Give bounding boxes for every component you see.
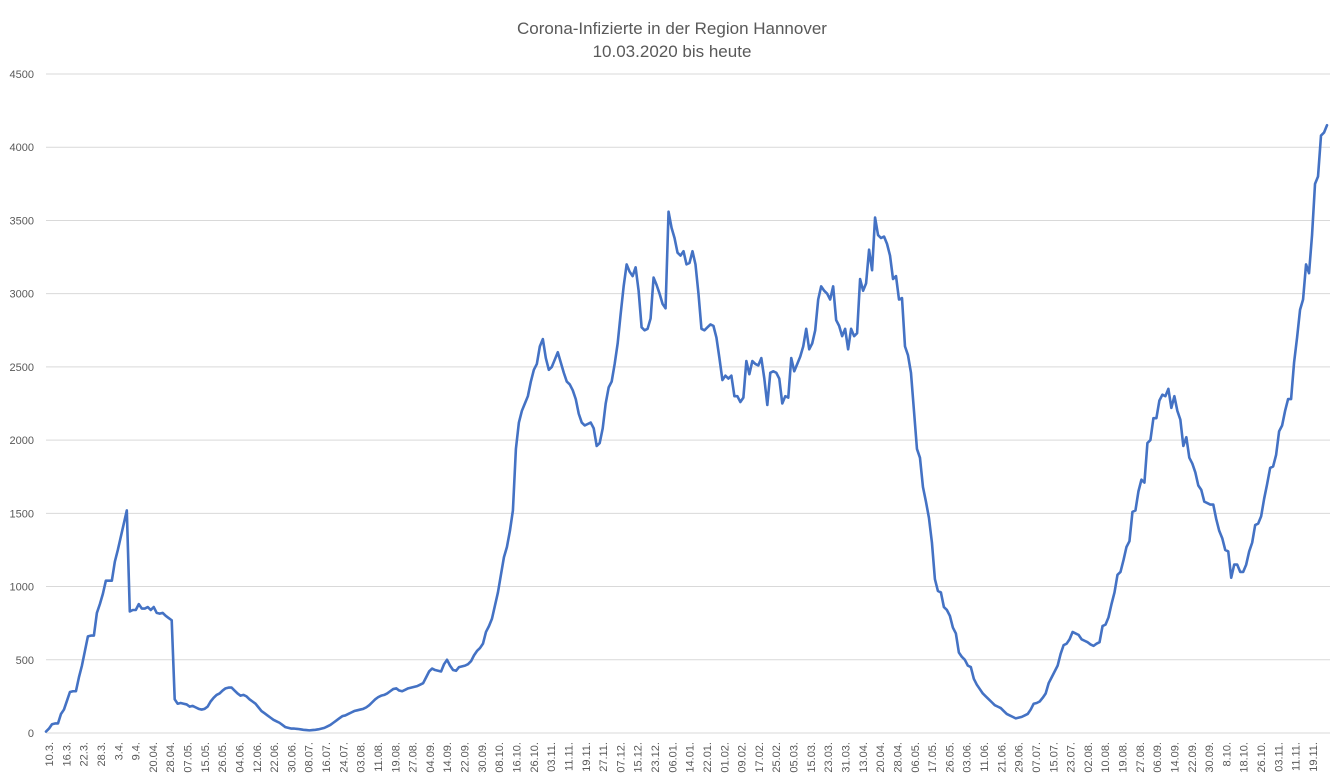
x-tick-label: 03.06.	[962, 742, 974, 773]
x-tick-label: 02.08.	[1083, 742, 1095, 773]
x-tick-label: 20.04.	[148, 742, 160, 773]
x-tick-label: 27.08.	[408, 742, 420, 773]
x-tick-label: 26.05.	[217, 742, 229, 773]
x-tick-label: 23.03.	[823, 742, 835, 773]
x-tick-label: 09.02.	[737, 742, 749, 773]
y-axis-ticks: 0 500 1000 1500 2000 2500 3000 3500 4000 4500	[10, 69, 34, 740]
x-tick-label: 15.03.	[806, 742, 818, 773]
x-tick-label: 28.3.	[96, 742, 108, 766]
x-tick-label: 27.11.	[598, 742, 610, 772]
x-tick-label: 17.05.	[927, 742, 939, 773]
y-tick-label: 500	[16, 655, 34, 667]
chart-title: Corona-Infizierte in der Region Hannover	[517, 19, 827, 38]
y-tick-label: 1500	[10, 508, 34, 520]
x-tick-label: 19.11.	[581, 742, 593, 772]
x-tick-label: 14.09.	[1169, 742, 1181, 773]
x-tick-label: 16.07.	[321, 742, 333, 773]
x-tick-label: 3.4.	[113, 742, 125, 760]
x-tick-label: 15.12.	[633, 742, 645, 773]
x-tick-label: 22.09.	[1187, 742, 1199, 773]
x-tick-label: 30.06.	[286, 742, 298, 773]
x-tick-label: 03.08.	[356, 742, 368, 773]
y-tick-label: 0	[28, 728, 34, 740]
x-tick-label: 11.06.	[979, 742, 991, 772]
y-tick-label: 4500	[10, 69, 34, 81]
series-layer	[44, 123, 1329, 733]
x-tick-label: 15.05.	[200, 742, 212, 773]
x-tick-label: 30.09.	[1204, 742, 1216, 773]
x-tick-label: 14.09.	[442, 742, 454, 773]
x-tick-label: 11.11.	[563, 742, 575, 771]
x-tick-label: 22.01.	[702, 742, 714, 773]
x-tick-label: 30.09.	[477, 742, 489, 773]
x-tick-label: 8.10.	[1221, 742, 1233, 766]
x-tick-label: 22.06.	[269, 742, 281, 773]
x-tick-label: 12.06.	[252, 742, 264, 773]
x-tick-label: 19.08.	[390, 742, 402, 773]
x-tick-label: 07.05.	[183, 742, 195, 773]
x-tick-label: 22.09.	[460, 742, 472, 773]
x-tick-label: 15.07.	[1048, 742, 1060, 773]
x-tick-label: 03.11.	[1273, 742, 1285, 772]
x-tick-label: 05.03.	[789, 742, 801, 773]
x-tick-label: 16.10.	[512, 742, 524, 773]
x-tick-label: 23.07.	[1066, 742, 1078, 773]
x-tick-label: 19.11.	[1308, 742, 1320, 772]
x-tick-label: 25.02.	[771, 742, 783, 773]
x-tick-label: 11.11.	[1291, 742, 1303, 771]
x-axis-ticks: 10.3. 16.3. 22.3. 28.3. 3.4. 9.4. 20.04. 28.04.…	[44, 742, 1320, 773]
x-tick-label: 08.07.	[304, 742, 316, 773]
x-tick-label: 11.08.	[373, 742, 385, 772]
x-tick-label: 18.10.	[1239, 742, 1251, 773]
x-tick-label: 03.11.	[546, 742, 558, 772]
x-tick-label: 06.05.	[910, 742, 922, 773]
x-tick-label: 10.08.	[1100, 742, 1112, 773]
grid-lines	[46, 73, 1330, 734]
x-tick-label: 06.01.	[667, 742, 679, 773]
x-tick-label: 20.04.	[875, 742, 887, 773]
x-tick-label: 06.09.	[1152, 742, 1164, 773]
x-tick-label: 14.01.	[685, 742, 697, 773]
y-tick-label: 4000	[10, 142, 34, 154]
x-tick-label: 07.07.	[1031, 742, 1043, 773]
x-tick-label: 9.4.	[131, 742, 143, 760]
y-tick-label: 2000	[10, 435, 34, 447]
x-tick-label: 23.12.	[650, 742, 662, 773]
x-tick-label: 04.09.	[425, 742, 437, 773]
x-tick-label: 04.06.	[234, 742, 246, 773]
y-tick-label: 3500	[10, 215, 34, 227]
x-tick-label: 26.10.	[529, 742, 541, 773]
x-tick-label: 10.3.	[44, 742, 56, 766]
x-tick-label: 13.04.	[858, 742, 870, 773]
x-tick-label: 26.05.	[944, 742, 956, 773]
x-tick-label: 31.03.	[840, 742, 852, 773]
x-tick-label: 24.07.	[338, 742, 350, 773]
y-tick-label: 3000	[10, 289, 34, 301]
x-tick-label: 26.10.	[1256, 742, 1268, 773]
x-tick-label: 27.08.	[1135, 742, 1147, 773]
x-tick-label: 29.06.	[1014, 742, 1026, 773]
x-tick-label: 08.10.	[494, 742, 506, 773]
x-tick-label: 28.04.	[892, 742, 904, 773]
x-tick-label: 21.06.	[996, 742, 1008, 773]
x-tick-label: 17.02.	[754, 742, 766, 773]
x-tick-label: 16.3.	[61, 742, 73, 766]
series-line	[44, 123, 1329, 733]
x-tick-label: 28.04.	[165, 742, 177, 773]
x-tick-label: 22.3.	[79, 742, 91, 766]
x-tick-label: 01.02.	[719, 742, 731, 773]
x-tick-label: 19.08.	[1118, 742, 1130, 773]
chart-subtitle: 10.03.2020 bis heute	[592, 42, 752, 61]
y-tick-label: 1000	[10, 582, 34, 594]
y-tick-label: 2500	[10, 362, 34, 374]
x-tick-label: 07.12.	[615, 742, 627, 773]
